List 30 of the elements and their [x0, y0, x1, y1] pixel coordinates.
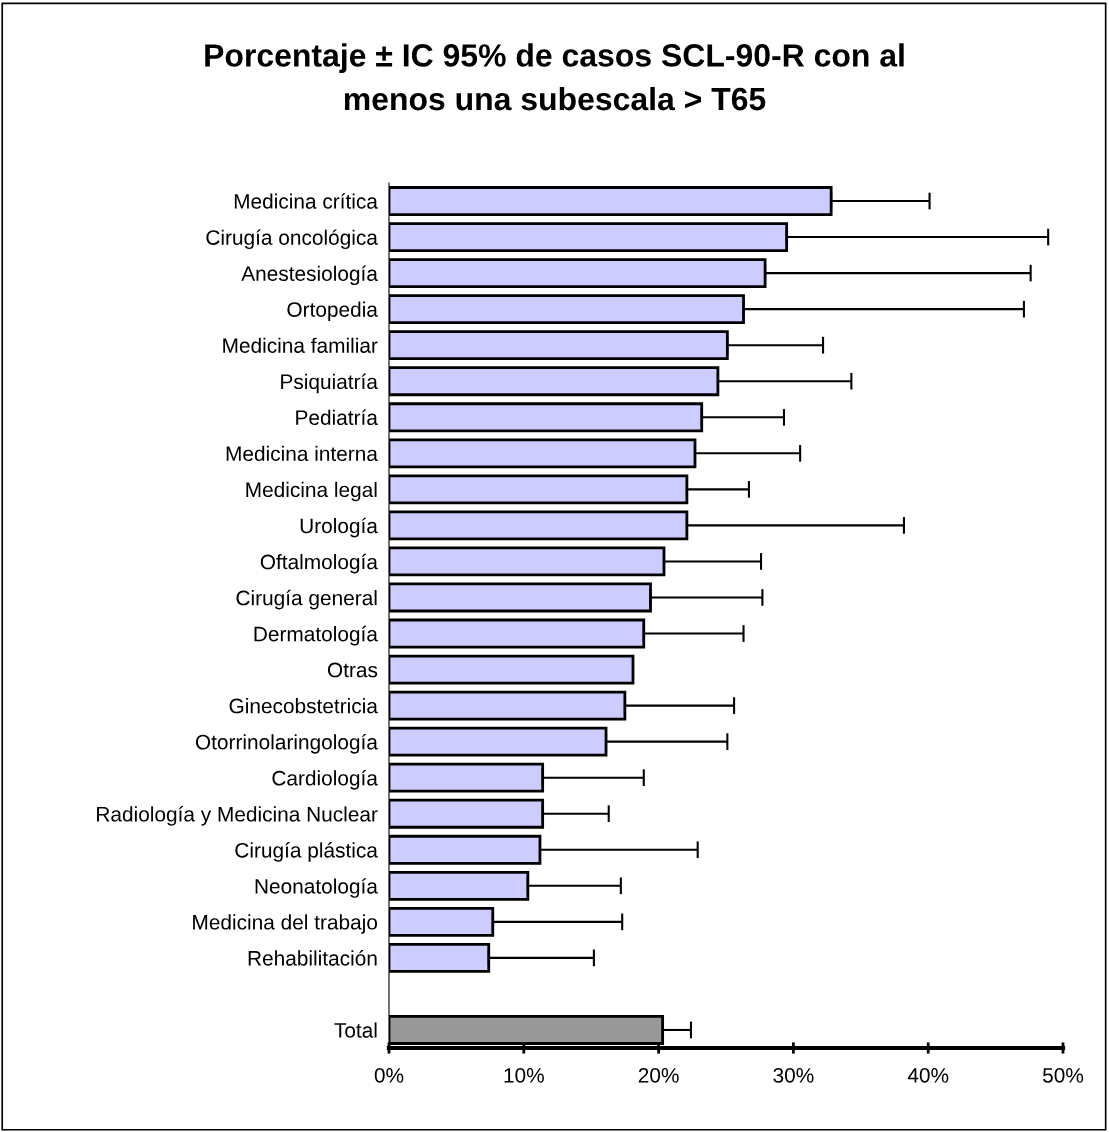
- y-tick-label: Medicina crítica: [234, 193, 378, 209]
- y-tick-label: Total: [334, 1022, 377, 1038]
- y-tick-label: Dermatología: [254, 625, 378, 646]
- y-tick-label: Neonatología: [255, 878, 378, 898]
- y-tick-label: Medicina del trabajo: [193, 914, 378, 934]
- y-tick-label: Oftalmología: [260, 553, 378, 574]
- x-tick-label: 30%: [773, 1067, 814, 1083]
- x-tick-label: 40%: [907, 1067, 949, 1083]
- y-tick-label: Otorrinolaringología: [195, 733, 378, 754]
- y-tick-label: Medicina legal: [246, 481, 377, 502]
- y-tick-label: Ginecobstetricia: [229, 698, 378, 714]
- y-tick-label: Cardiología: [272, 770, 378, 790]
- y-tick-label: Urología: [300, 517, 378, 538]
- y-tick-label: Medicina familiar: [223, 337, 378, 353]
- x-tick-label: 20%: [638, 1067, 679, 1083]
- y-tick-label: Cirugía general: [236, 589, 377, 610]
- y-tick-label: Otras: [327, 662, 378, 678]
- y-tick-label: Ortopedia: [287, 301, 378, 322]
- x-tick-label: 0%: [374, 1067, 404, 1083]
- y-tick-label: Anestesiología: [241, 265, 378, 286]
- x-tick-label: 10%: [504, 1067, 544, 1083]
- y-tick-label: Radiología y Medicina Nuclear: [97, 806, 378, 826]
- y-tick-label: Rehabilitación: [248, 950, 377, 966]
- y-tick-label: Pediatría: [296, 409, 378, 426]
- y-tick-label: Cirugía oncológica: [206, 229, 378, 250]
- chart-title: Porcentaje ± IC 95% de casos SCL-90-R con al menos una subescala > T65: [205, 43, 904, 111]
- y-tick-label: Cirugía plástica: [235, 842, 378, 862]
- y-tick-label: Psiquiatría: [281, 373, 378, 394]
- x-tick-label: 50%: [1042, 1067, 1084, 1083]
- y-tick-label: Medicina interna: [226, 445, 378, 462]
